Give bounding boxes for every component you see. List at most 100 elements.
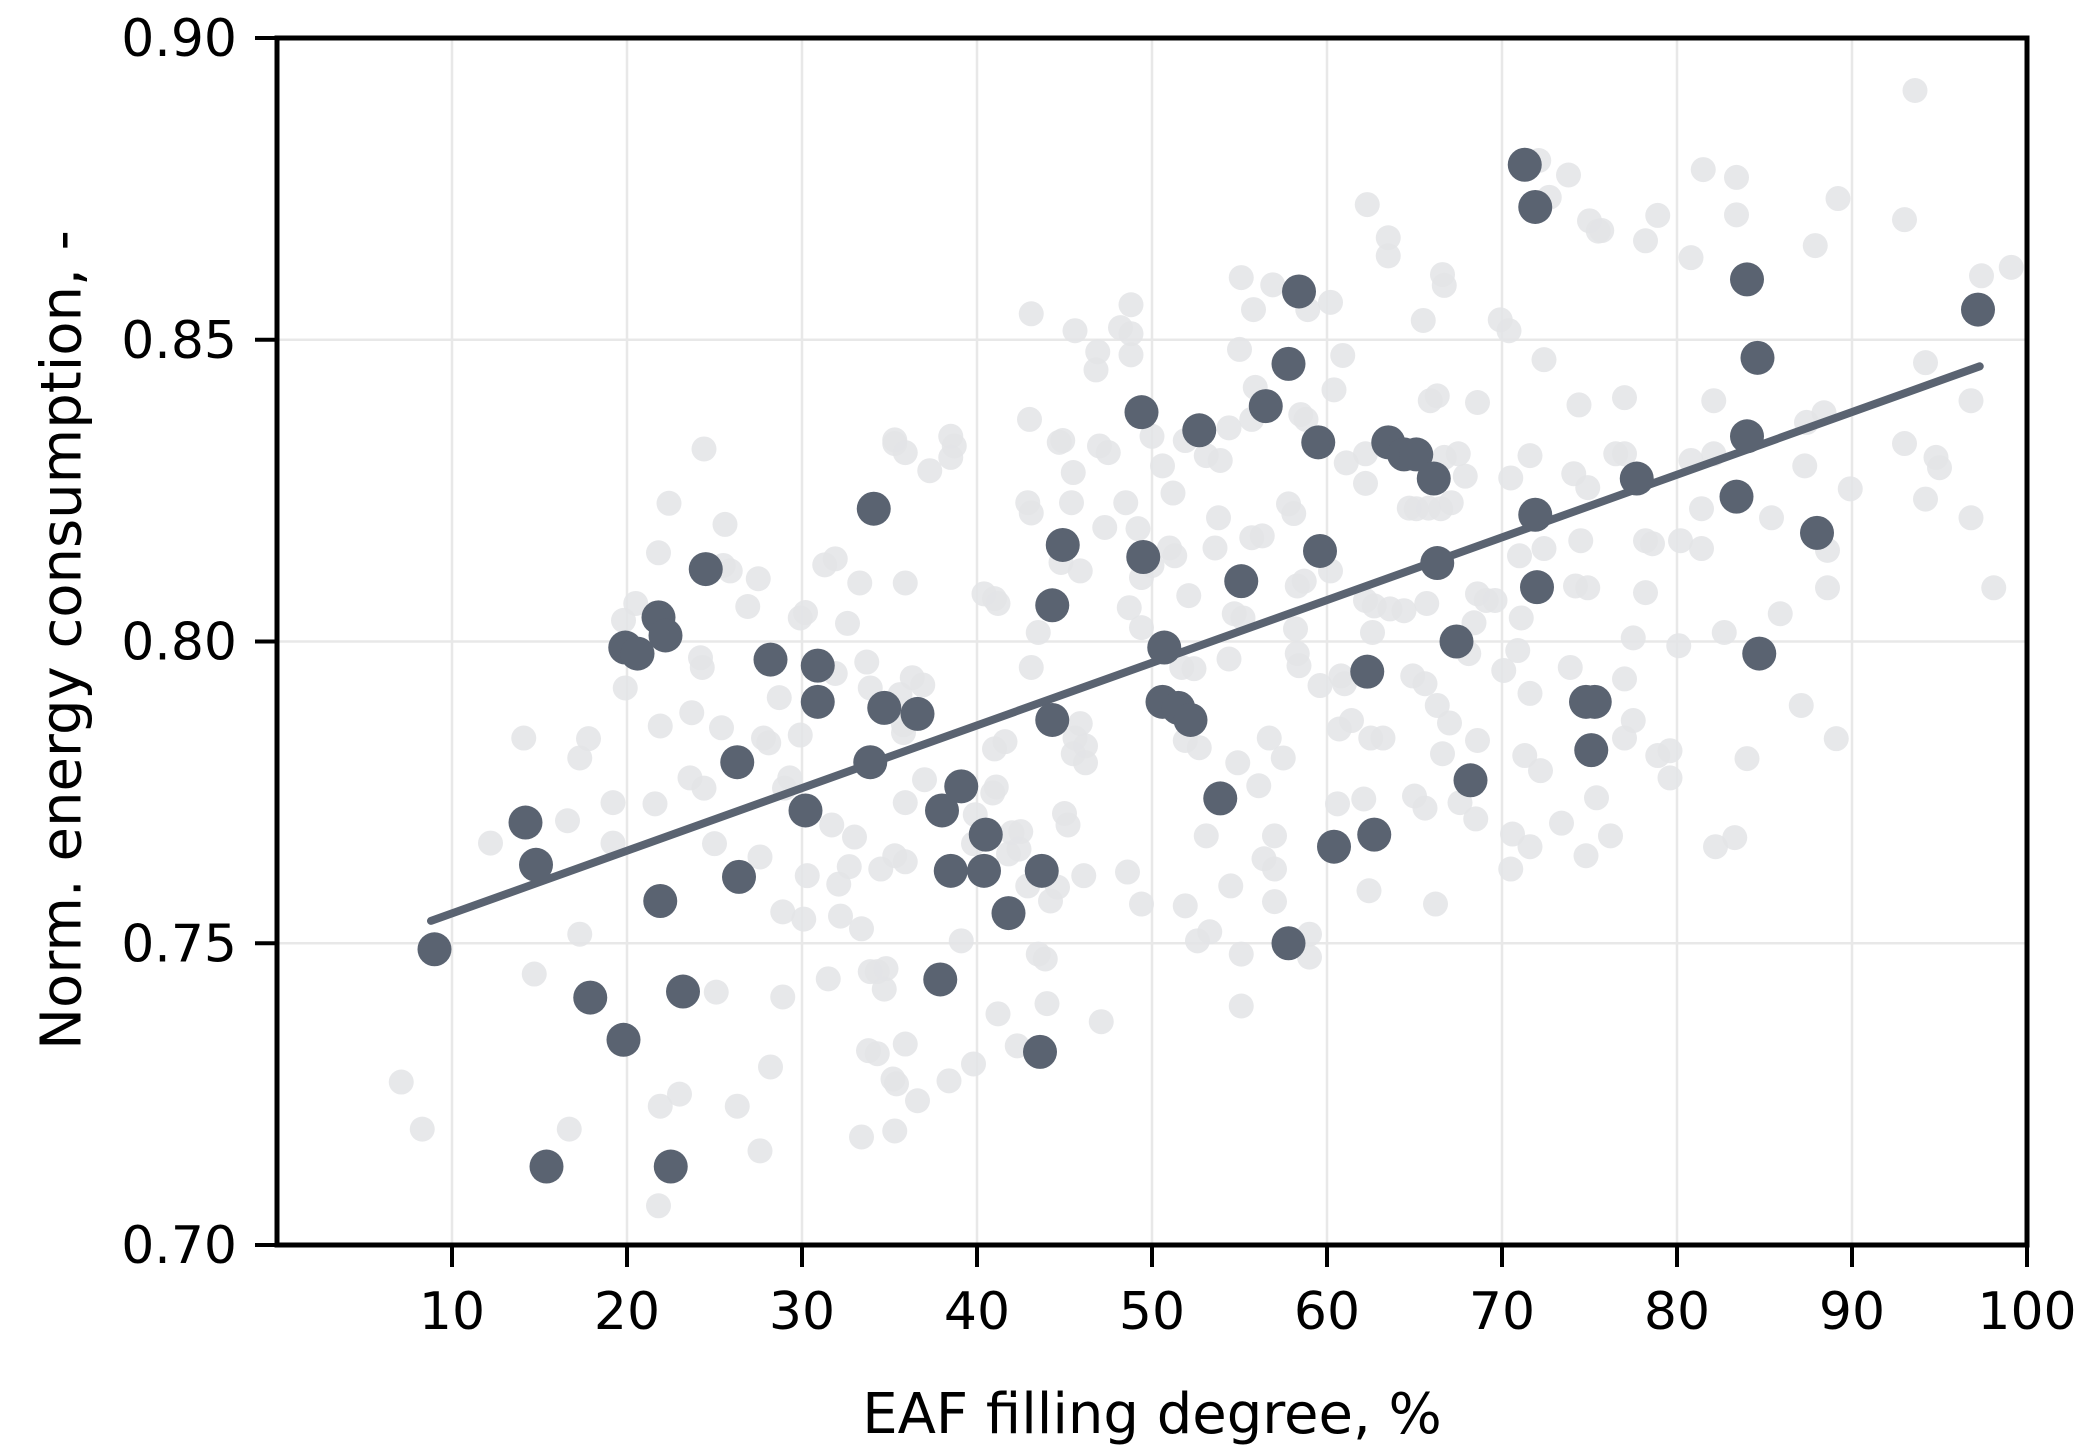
scatter-point-background	[1085, 339, 1111, 365]
scatter-point-background	[1913, 350, 1938, 376]
scatter-point-background	[1083, 357, 1109, 383]
scatter-point-selected	[1518, 497, 1553, 532]
scatter-point-background	[1724, 202, 1749, 228]
scatter-point-selected	[1203, 781, 1238, 816]
scatter-point-background	[1589, 218, 1615, 244]
x-tick-label: 100	[1977, 1282, 2076, 1342]
scatter-point-selected	[900, 696, 935, 731]
scatter-point-background	[1073, 750, 1098, 776]
scatter-point-selected	[620, 636, 655, 671]
scatter-point-background	[892, 1031, 918, 1057]
scatter-point-background	[1927, 455, 1952, 481]
scatter-point-background	[1129, 615, 1154, 641]
scatter-point-selected	[1740, 340, 1775, 375]
scatter-point-background	[1412, 671, 1438, 697]
scatter-point-background	[1228, 993, 1254, 1019]
scatter-point-background	[1668, 528, 1693, 554]
scatter-point-background	[873, 956, 899, 982]
scatter-point-background	[1283, 616, 1308, 642]
scatter-point-selected	[1024, 853, 1059, 888]
scatter-point-background	[1034, 991, 1060, 1017]
scatter-point-background	[1281, 501, 1307, 527]
scatter-point-background	[892, 790, 918, 816]
scatter-point-background	[1391, 598, 1417, 624]
scatter-point-background	[1465, 390, 1490, 416]
scatter-point-background	[892, 440, 918, 466]
scatter-point-background	[1038, 888, 1063, 914]
scatter-point-background	[702, 831, 727, 857]
scatter-point-selected	[967, 853, 1001, 888]
scatter-point-selected	[1399, 437, 1434, 472]
scatter-point-background	[1115, 859, 1140, 885]
scatter-point-background	[1197, 919, 1223, 945]
scatter-point-background	[1482, 587, 1508, 613]
scatter-point-background	[1722, 825, 1748, 851]
scatter-point-background	[409, 1116, 435, 1142]
scatter-point-background	[948, 928, 974, 954]
scatter-point-background	[828, 903, 853, 929]
x-tick-label: 80	[1644, 1282, 1710, 1342]
scatter-point-background	[1262, 889, 1287, 915]
scatter-point-background	[756, 730, 782, 756]
scatter-point-background	[1633, 580, 1658, 606]
scatter-point-background	[1018, 654, 1044, 680]
y-tick-label: 0.80	[121, 613, 237, 673]
scatter-point-background	[1162, 543, 1188, 569]
scatter-point-background	[1452, 463, 1478, 489]
y-tick-label: 0.70	[121, 1216, 237, 1276]
scatter-point-background	[1815, 575, 1840, 601]
scatter-point-background	[884, 1071, 909, 1097]
scatter-point-selected	[1182, 413, 1217, 448]
scatter-point-background	[985, 1001, 1011, 1027]
scatter-point-background	[611, 607, 636, 633]
scatter-point-background	[691, 436, 717, 462]
scatter-point-background	[1193, 823, 1219, 849]
scatter-point-background	[1998, 254, 2024, 280]
scatter-point-background	[1262, 823, 1287, 849]
scatter-point-background	[1059, 490, 1084, 516]
scatter-point-background	[1293, 406, 1319, 432]
scatter-point-background	[1071, 863, 1097, 889]
y-tick-label: 0.90	[121, 9, 237, 69]
scatter-point-background	[1256, 725, 1282, 751]
scatter-point-background	[1116, 595, 1142, 621]
scatter-point-selected	[1730, 419, 1764, 454]
scatter-point-background	[980, 780, 1006, 806]
scatter-point-background	[709, 715, 734, 741]
scatter-point-selected	[519, 847, 553, 882]
scatter-point-background	[1505, 638, 1531, 664]
scatter-point-background	[822, 546, 848, 572]
scatter-point-background	[1913, 486, 1938, 512]
x-tick-label: 70	[1469, 1282, 1535, 1342]
scatter-point-background	[1463, 806, 1489, 832]
scatter-point-selected	[1045, 527, 1080, 562]
y-tick-label: 0.85	[121, 311, 237, 371]
scatter-point-background	[1414, 590, 1440, 616]
scatter-point-background	[905, 1088, 930, 1114]
scatter-point-background	[1228, 265, 1254, 291]
scatter-point-background	[1118, 342, 1144, 368]
scatter-point-background	[747, 844, 773, 870]
scatter-point-selected	[1453, 763, 1488, 798]
scatter-point-background	[646, 1193, 671, 1219]
scatter-point-background	[1689, 496, 1714, 522]
scatter-point-background	[1620, 625, 1646, 651]
scatter-point-selected	[1248, 389, 1283, 424]
scatter-point-background	[1612, 666, 1637, 692]
scatter-point-background	[642, 791, 668, 817]
scatter-point-selected	[1035, 588, 1070, 623]
scatter-point-background	[1326, 716, 1352, 742]
scatter-point-background	[1181, 656, 1207, 682]
scatter-point-background	[1228, 941, 1254, 967]
scatter-point-background	[1113, 490, 1139, 516]
scatter-point-background	[1666, 633, 1692, 659]
scatter-point-background	[1724, 164, 1749, 190]
scatter-point-background	[1517, 443, 1543, 469]
scatter-point-selected	[1224, 564, 1259, 599]
scatter-point-background	[717, 558, 743, 584]
scatter-point-background	[815, 966, 841, 992]
scatter-point-background	[849, 916, 874, 942]
scatter-point-background	[1568, 528, 1594, 554]
scatter-point-selected	[508, 805, 543, 840]
scatter-point-background	[787, 722, 813, 748]
